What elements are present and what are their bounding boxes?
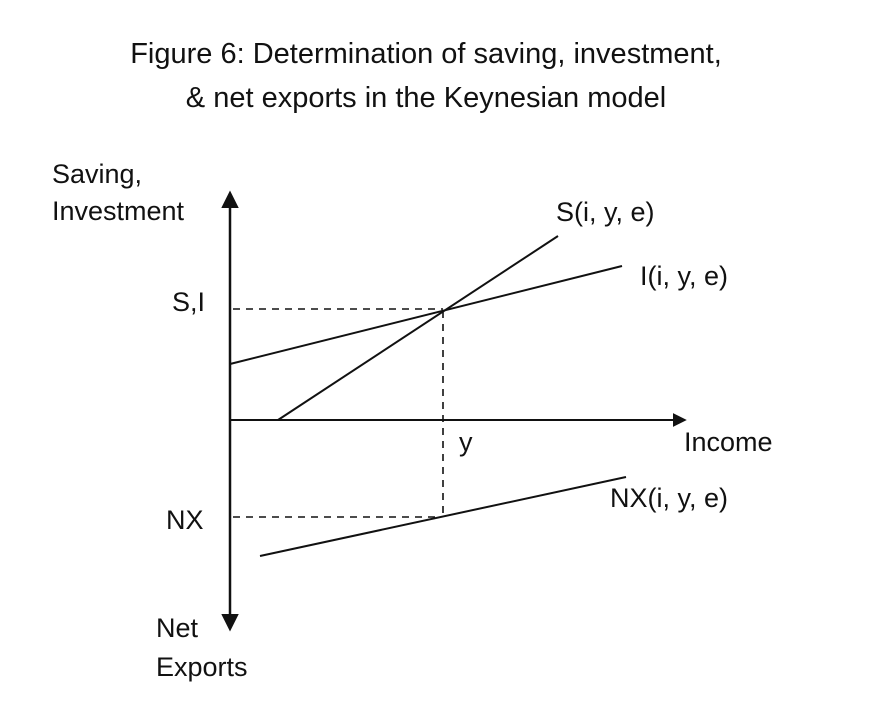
y-axis-label-line-1: Saving, [52, 159, 142, 189]
nx-curve-label: NX(i, y, e) [610, 483, 728, 513]
net-exports-label-line-1: Net [156, 613, 199, 643]
y-axis-label-line-2: Investment [52, 196, 185, 226]
investment-curve-label: I(i, y, e) [640, 261, 728, 291]
income-axis-label: Income [684, 427, 773, 457]
investment-curve [229, 265, 623, 365]
nx-level-label: NX [166, 505, 204, 535]
figure-title-line-2: & net exports in the Keynesian model [185, 82, 667, 114]
saving-curve-label: S(i, y, e) [556, 197, 655, 227]
net-exports-curve [259, 476, 627, 557]
y-equilibrium-label: y [459, 427, 473, 457]
net-exports-label-line-2: Exports [156, 652, 248, 682]
si-level-label: S,I [172, 287, 205, 317]
saving-curve [277, 235, 559, 421]
figure-title-line-1: Figure 6: Determination of saving, inves… [130, 38, 722, 70]
